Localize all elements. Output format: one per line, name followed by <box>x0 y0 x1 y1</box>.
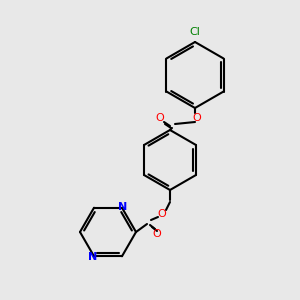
Text: Cl: Cl <box>190 27 200 37</box>
Text: O: O <box>153 229 161 239</box>
Text: N: N <box>88 252 98 262</box>
Text: N: N <box>118 202 127 212</box>
Text: O: O <box>156 113 164 123</box>
Text: O: O <box>193 113 201 123</box>
Text: O: O <box>158 209 166 219</box>
